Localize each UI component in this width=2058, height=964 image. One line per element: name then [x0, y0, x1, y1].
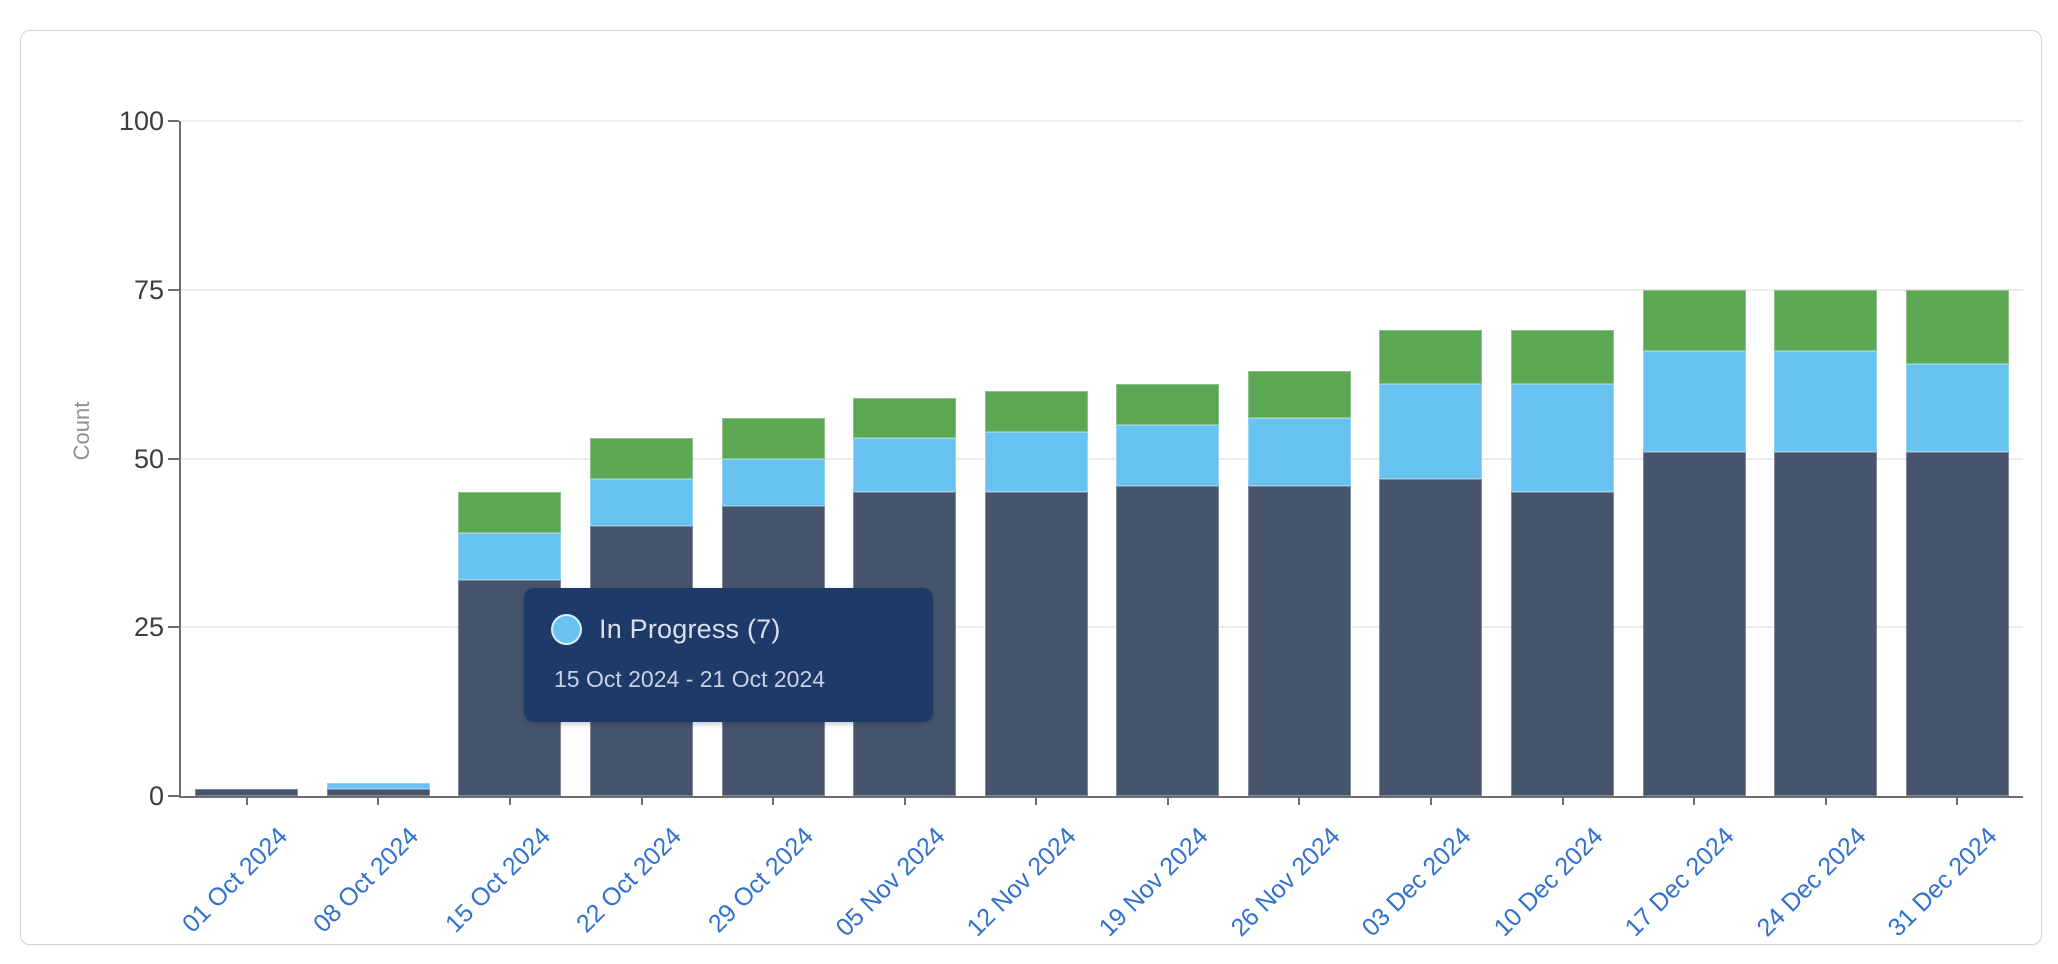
x-axis-label: 24 Dec 2024	[1751, 822, 1872, 943]
x-tick	[245, 796, 248, 805]
bar-segment-series-bottom[interactable]	[984, 492, 1088, 796]
x-tick	[377, 796, 380, 805]
bar-segment-series-top[interactable]	[1642, 289, 1746, 351]
x-axis-label: 10 Dec 2024	[1488, 822, 1609, 943]
y-axis-line	[179, 121, 181, 798]
bar-segment-series-top[interactable]	[721, 418, 825, 459]
x-axis-label: 01 Oct 2024	[176, 822, 293, 939]
x-tick	[1298, 796, 1301, 805]
series-swatch-icon	[551, 614, 582, 645]
bar-segment-series-top[interactable]	[590, 438, 693, 479]
bar-segment-in-progress[interactable]	[1642, 350, 1746, 452]
y-tick-label: 75	[133, 274, 164, 305]
bar-segment-series-top[interactable]	[1905, 289, 2009, 364]
bar-segment-in-progress[interactable]	[1379, 384, 1483, 479]
bar-segment-in-progress[interactable]	[590, 478, 693, 526]
chart-tooltip: In Progress (7) 15 Oct 2024 - 21 Oct 202…	[524, 588, 933, 722]
y-tick-label: 100	[118, 106, 164, 136]
x-tick	[508, 796, 511, 805]
y-tick-label: 0	[148, 781, 164, 811]
bar-segment-in-progress[interactable]	[721, 458, 825, 506]
x-tick	[1429, 796, 1432, 805]
gridline	[181, 120, 2023, 122]
x-axis-label: 19 Nov 2024	[1093, 822, 1214, 943]
x-axis-label: 26 Nov 2024	[1225, 822, 1346, 943]
chart-plot-area: 0 25 50 75 100 01 Oct 2024 08 Oct 2024 15 Oct 2…	[119, 106, 2023, 942]
bar-segment-series-top[interactable]	[458, 492, 562, 533]
x-axis-label: 31 Dec 2024	[1882, 822, 2004, 943]
bar-segment-series-top[interactable]	[1774, 289, 1878, 351]
x-tick	[903, 796, 906, 805]
bar-segment-series-top[interactable]	[853, 397, 957, 439]
bar-segment-series-bottom[interactable]	[1642, 451, 1746, 796]
bar-segment-series-bottom[interactable]	[1905, 451, 2009, 796]
y-tick-label: 25	[133, 612, 164, 643]
bar-segment-series-bottom[interactable]	[195, 789, 299, 796]
y-tick	[168, 120, 179, 122]
x-axis-line	[179, 796, 2023, 798]
gridline	[181, 626, 2023, 629]
x-axis-label: 12 Nov 2024	[961, 822, 1083, 943]
bar-segment-series-top[interactable]	[1247, 370, 1351, 418]
bar-segment-in-progress[interactable]	[1774, 350, 1878, 452]
tooltip-date-range: 15 Oct 2024 - 21 Oct 2024	[554, 666, 826, 692]
tooltip-title: In Progress (7)	[599, 614, 781, 644]
x-axis-label: 08 Oct 2024	[308, 822, 425, 939]
bar-segment-in-progress[interactable]	[984, 431, 1088, 493]
x-axis-label: 05 Nov 2024	[830, 822, 951, 943]
x-tick	[1561, 796, 1564, 805]
bar-segment-in-progress[interactable]	[1905, 364, 2009, 452]
gridline	[181, 288, 2023, 291]
bar-segment-in-progress[interactable]	[1116, 424, 1220, 486]
y-tick	[168, 795, 179, 797]
x-tick	[772, 796, 775, 805]
x-tick	[1824, 796, 1827, 805]
bar-segment-series-top[interactable]	[1511, 330, 1614, 385]
y-tick-label: 50	[133, 443, 164, 474]
gridline	[181, 457, 2023, 460]
bar-segment-in-progress[interactable]	[458, 532, 562, 580]
bar-segment-in-progress[interactable]	[853, 438, 957, 493]
bar-segment-series-bottom[interactable]	[1774, 451, 1878, 796]
x-tick	[1166, 796, 1169, 805]
x-axis-label: 22 Oct 2024	[571, 822, 688, 939]
x-tick	[1035, 796, 1038, 805]
bar-segment-series-bottom[interactable]	[1379, 478, 1483, 796]
y-tick	[168, 288, 179, 291]
x-tick	[1693, 796, 1696, 805]
bar-segment-in-progress[interactable]	[1247, 418, 1351, 486]
x-axis-label: 15 Oct 2024	[439, 822, 556, 939]
x-tick	[1956, 796, 1959, 805]
y-tick	[168, 457, 179, 460]
y-tick	[168, 626, 179, 629]
bar-segment-series-bottom[interactable]	[1247, 485, 1351, 796]
bar-segment-in-progress[interactable]	[326, 782, 430, 790]
bar-segment-series-top[interactable]	[1379, 330, 1483, 385]
bar-segment-series-top[interactable]	[984, 391, 1088, 432]
bar-segment-series-bottom[interactable]	[1511, 492, 1614, 796]
bar-segment-series-top[interactable]	[1116, 384, 1220, 425]
x-axis-label: 17 Dec 2024	[1619, 822, 1740, 943]
bar-segment-series-bottom[interactable]	[326, 789, 430, 796]
x-axis-label: 29 Oct 2024	[702, 822, 819, 939]
bar-segment-in-progress[interactable]	[1511, 384, 1614, 493]
x-tick	[640, 796, 643, 805]
bar-segment-series-bottom[interactable]	[1116, 485, 1220, 796]
x-axis-label: 03 Dec 2024	[1356, 822, 1477, 943]
chart-card: Count 0 25 50 75 100 01 Oct 2024 08 Oct 2024 15…	[20, 30, 2042, 945]
